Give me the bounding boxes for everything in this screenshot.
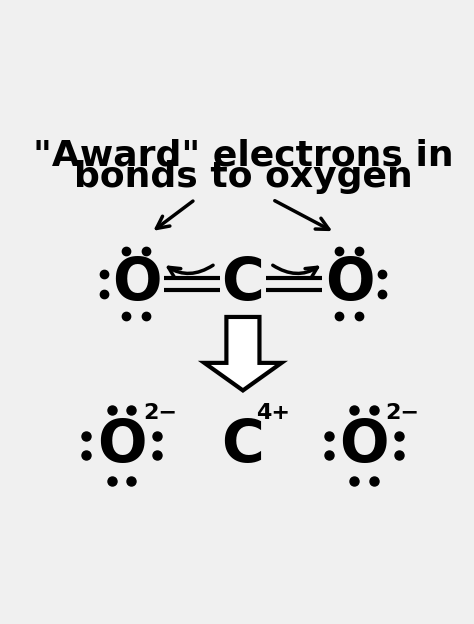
Text: 2−: 2− — [143, 404, 177, 424]
Text: C: C — [221, 255, 264, 313]
Text: 2−: 2− — [385, 404, 419, 424]
Text: O: O — [339, 417, 389, 474]
Text: O: O — [112, 255, 161, 313]
Text: 4+: 4+ — [256, 404, 290, 424]
Polygon shape — [204, 317, 282, 391]
Text: "Award" electrons in: "Award" electrons in — [33, 139, 453, 172]
Text: O: O — [325, 255, 374, 313]
Text: O: O — [97, 417, 146, 474]
Text: C: C — [221, 417, 264, 474]
Text: bonds to oxygen: bonds to oxygen — [73, 160, 412, 194]
